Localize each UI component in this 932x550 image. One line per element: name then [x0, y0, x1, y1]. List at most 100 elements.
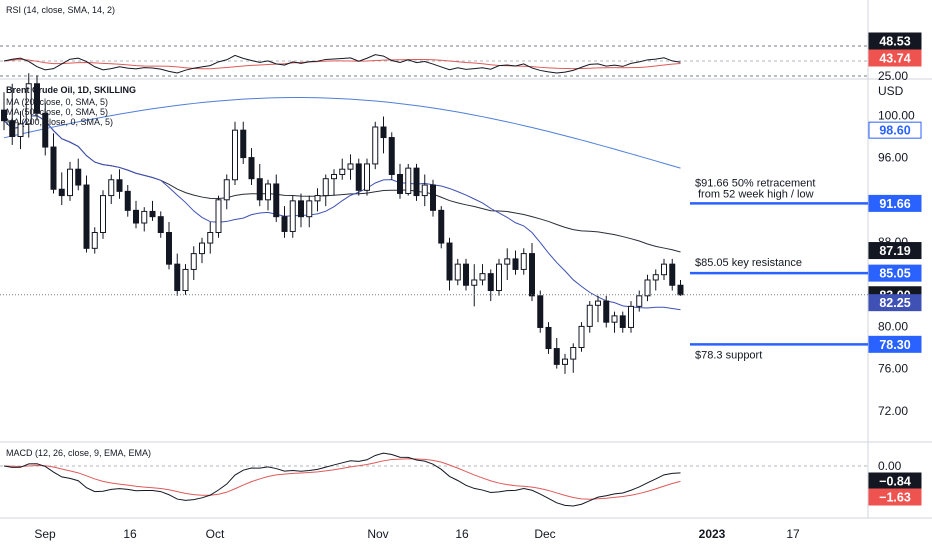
rsi-signal-tag: 43.74	[879, 52, 910, 66]
candle-up	[141, 210, 148, 224]
annotation-text-0: $91.66 50% retracement	[695, 177, 815, 189]
candle-up	[289, 200, 296, 232]
rsi-label: RSI (14, close, SMA, 14, 2)	[6, 5, 116, 15]
macd-zero-tick: 0.00	[878, 459, 902, 473]
candle-up	[199, 242, 205, 255]
currency-label: USD	[878, 84, 904, 98]
candle-down	[149, 210, 156, 218]
candle-up	[661, 263, 667, 276]
candle-up	[100, 195, 106, 234]
candle-up	[644, 279, 651, 297]
chart-title: Brent Crude Oil, 1D, SKILLING	[6, 85, 137, 95]
value-tag-1: 87.19	[879, 244, 910, 258]
candle-down	[512, 258, 519, 270]
candle-up	[636, 295, 643, 307]
macd-signal-line	[3, 458, 681, 500]
candle-up	[207, 232, 214, 244]
candle-up	[223, 179, 230, 201]
candle-up	[331, 173, 337, 180]
candle-down	[537, 295, 544, 328]
candle-up	[182, 268, 189, 292]
time-axis-label: 2023	[699, 527, 726, 541]
ma-label-50: MA (50, close, 0, SMA, 5)	[6, 107, 109, 117]
candle-up	[595, 300, 601, 306]
candle-up	[190, 253, 197, 270]
annotation-subtext-0: from 52 week high / low	[698, 188, 814, 200]
macd-signal-tag: −1.63	[879, 491, 911, 505]
ma200-line	[3, 97, 681, 169]
candle-down	[545, 326, 552, 350]
candle-down	[397, 173, 403, 194]
candle-down	[75, 168, 82, 186]
ma200-tag-bg	[868, 121, 922, 139]
candle-down	[166, 232, 172, 265]
candle-down	[281, 216, 288, 232]
level-tag-1-bg	[868, 264, 922, 282]
candle-down	[42, 112, 49, 148]
candle-up	[520, 253, 527, 270]
candle-up	[504, 258, 511, 265]
candle-down	[355, 163, 362, 191]
candle-down	[487, 273, 494, 292]
candle-up	[91, 232, 98, 249]
candle-down	[446, 242, 453, 281]
candle-down	[677, 284, 684, 296]
level-tag-0: 91.66	[879, 197, 910, 211]
candle-down	[438, 209, 445, 244]
ma20-line	[3, 115, 681, 311]
candle-up	[471, 279, 478, 286]
level-tag-1: 85.05	[879, 267, 910, 281]
candle-up	[421, 184, 428, 197]
candle-up	[17, 123, 24, 137]
candle-up	[25, 83, 32, 125]
level-tag-0-bg	[868, 194, 922, 212]
candle-down	[116, 179, 123, 192]
candle-up	[578, 325, 585, 348]
ma-label-20: MA (20, close, 0, SMA, 5)	[6, 97, 109, 107]
candle-up	[347, 163, 354, 170]
candle-up	[454, 263, 461, 281]
time-axis-label: 17	[786, 527, 800, 541]
candle-down	[529, 253, 535, 297]
candle-up	[372, 126, 379, 165]
candle-up	[496, 263, 502, 292]
rsi-signal-line	[3, 58, 681, 70]
rsi-line	[3, 54, 681, 74]
time-axis-label: Nov	[367, 527, 388, 541]
value-tag-1-bg	[868, 242, 922, 260]
candle-down	[430, 184, 436, 211]
ma-label-200: MA (200, close, 0, SMA, 5)	[6, 117, 114, 127]
macd-signal-tag-bg	[868, 488, 922, 506]
ma20-tag-bg	[868, 294, 922, 312]
candle-down	[619, 315, 626, 328]
price-tick-label: 72.00	[878, 404, 908, 418]
level-tag-2: 78.30	[879, 338, 910, 352]
macd-label: MACD (12, 26, close, 9, EMA, EMA)	[6, 448, 152, 458]
candle-down	[298, 200, 304, 218]
rsi-value-tag-bg	[868, 32, 922, 50]
price-tick-label: 96.00	[878, 151, 908, 165]
candle-up	[339, 168, 346, 175]
time-axis-label: 16	[455, 527, 469, 541]
level-tag-2-bg	[868, 335, 922, 353]
candle-up	[652, 274, 659, 281]
rsi-tick-25: 25.00	[878, 69, 908, 83]
ma20-tag: 82.25	[879, 296, 910, 310]
time-axis-label: Dec	[534, 527, 555, 541]
candle-down	[273, 183, 280, 218]
price-tick-label: 76.00	[878, 362, 908, 376]
candle-up	[562, 358, 568, 365]
candle-down	[248, 157, 255, 180]
candle-up	[570, 347, 577, 360]
time-axis-label: 16	[123, 527, 137, 541]
candle-down	[174, 263, 181, 292]
candle-down	[240, 129, 247, 159]
candle-up	[586, 304, 593, 327]
candle-down	[9, 120, 16, 138]
candle-down	[463, 263, 469, 286]
candle-down	[83, 184, 90, 249]
price-tick-label: 80.00	[878, 319, 908, 333]
candle-up	[479, 273, 486, 281]
candle-down	[388, 137, 395, 175]
